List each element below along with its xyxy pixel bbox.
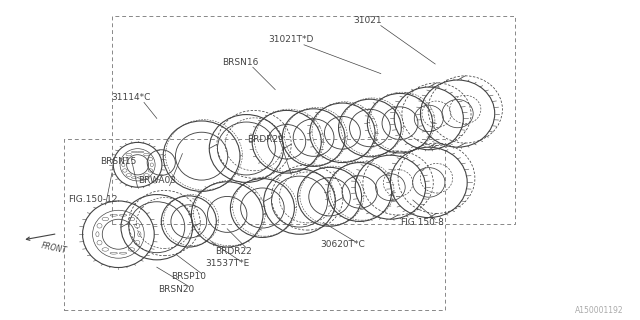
Text: BRDR22: BRDR22 — [215, 247, 252, 256]
Text: BRSN16: BRSN16 — [222, 58, 258, 67]
Text: FIG.150-8: FIG.150-8 — [401, 218, 444, 227]
Text: BRSN20: BRSN20 — [158, 285, 194, 294]
Text: 31021T*D: 31021T*D — [269, 36, 314, 44]
Text: 31114*C: 31114*C — [111, 93, 151, 102]
Text: 31537T*E: 31537T*E — [205, 260, 250, 268]
Text: BRWA03: BRWA03 — [138, 176, 176, 185]
Text: A150001192: A150001192 — [575, 306, 624, 315]
Text: BRSN15: BRSN15 — [100, 157, 136, 166]
Text: 30620T*C: 30620T*C — [320, 240, 365, 249]
Text: BRSP10: BRSP10 — [172, 272, 206, 281]
Text: BRDR29: BRDR29 — [247, 135, 284, 144]
Text: FIG.150-12: FIG.150-12 — [68, 196, 118, 204]
Text: FRONT: FRONT — [41, 242, 68, 256]
Text: 31021: 31021 — [354, 16, 382, 25]
